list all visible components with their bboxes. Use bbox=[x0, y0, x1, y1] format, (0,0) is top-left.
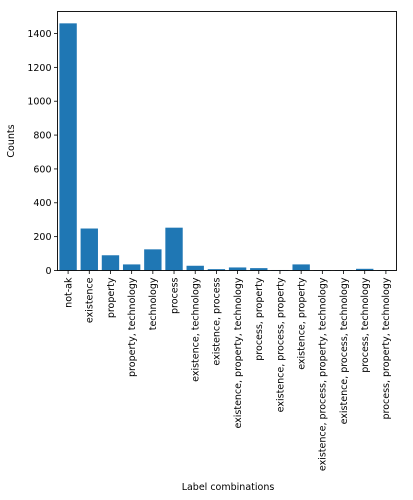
y-tick-label: 1000 bbox=[27, 97, 51, 108]
y-axis-ticks: 0 200 400 600 800 1000 1200 1400 bbox=[27, 29, 58, 277]
x-tick-label: existence, process, property, technology bbox=[318, 277, 329, 471]
bar-existence bbox=[80, 228, 98, 271]
x-tick-label: existence bbox=[85, 277, 96, 323]
x-tick-label: process bbox=[169, 277, 180, 314]
bar-process-property bbox=[250, 268, 268, 271]
bars-group bbox=[59, 23, 395, 271]
bar-existence-property bbox=[292, 264, 310, 271]
plot-frame bbox=[57, 11, 397, 271]
bar-property bbox=[101, 255, 120, 271]
bar-existence-process bbox=[207, 269, 226, 271]
x-tick-label: existence, property bbox=[296, 277, 307, 370]
y-tick-label: 400 bbox=[33, 198, 51, 209]
bar-process bbox=[165, 227, 183, 271]
y-tick-label: 200 bbox=[33, 232, 51, 243]
y-axis-label: Counts bbox=[6, 124, 17, 157]
x-axis-ticks: not-ak existence property property, technol… bbox=[63, 270, 392, 471]
bar-process-technology bbox=[356, 268, 374, 271]
x-tick-label: existence, process, property bbox=[275, 277, 286, 412]
y-tick-label: 800 bbox=[33, 130, 51, 141]
x-tick-label: process, technology bbox=[360, 277, 371, 373]
bar-technology bbox=[144, 249, 162, 271]
y-tick-label: 0 bbox=[45, 266, 51, 277]
x-tick-label: existence, property, technology bbox=[233, 277, 244, 428]
x-axis-label: Label combinations bbox=[182, 482, 275, 493]
bar-not-ak bbox=[59, 23, 77, 271]
x-tick-label: process, property bbox=[254, 277, 265, 361]
bar-existence-technology bbox=[186, 265, 204, 271]
bar-property-technology bbox=[122, 264, 141, 271]
x-tick-label: existence, technology bbox=[191, 277, 202, 382]
x-tick-label: process, property, technology bbox=[381, 277, 392, 419]
y-tick-label: 1400 bbox=[27, 29, 51, 40]
x-tick-label: existence, process, technology bbox=[339, 277, 350, 424]
bar-existence-property-technology bbox=[228, 267, 247, 271]
y-tick-label: 1200 bbox=[27, 63, 51, 74]
y-tick-label: 600 bbox=[33, 164, 51, 175]
x-tick-label: existence, process bbox=[212, 277, 223, 365]
x-tick-label: not-ak bbox=[63, 277, 74, 308]
x-tick-label: property bbox=[106, 277, 117, 318]
x-tick-label: technology bbox=[148, 277, 159, 330]
x-tick-label: property, technology bbox=[127, 277, 138, 377]
